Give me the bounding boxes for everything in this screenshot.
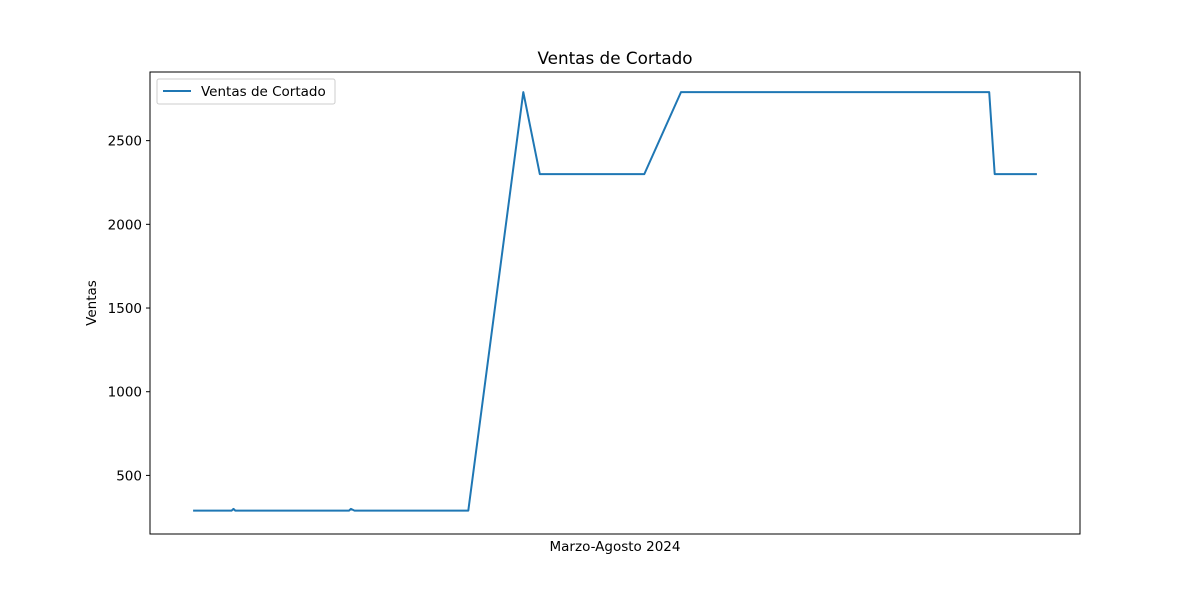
y-tick-label: 2000 (108, 217, 142, 233)
y-tick-label: 500 (116, 468, 142, 484)
series-line-ventas-de-cortado (193, 91, 1037, 512)
legend-label: Ventas de Cortado (201, 84, 326, 100)
x-axis-label: Marzo-Agosto 2024 (550, 539, 681, 555)
plot-area (193, 91, 1037, 512)
y-tick-label: 1000 (108, 385, 142, 401)
chart-title: Ventas de Cortado (537, 48, 692, 68)
y-tick-label: 2500 (108, 134, 142, 150)
y-axis: 500 1000 1500 2000 2500 (108, 134, 150, 484)
y-axis-label: Ventas (84, 280, 100, 326)
legend: Ventas de Cortado (156, 78, 336, 105)
legend-box (156, 78, 336, 105)
y-tick-label: 1500 (108, 301, 142, 317)
plot-frame (149, 71, 1081, 535)
